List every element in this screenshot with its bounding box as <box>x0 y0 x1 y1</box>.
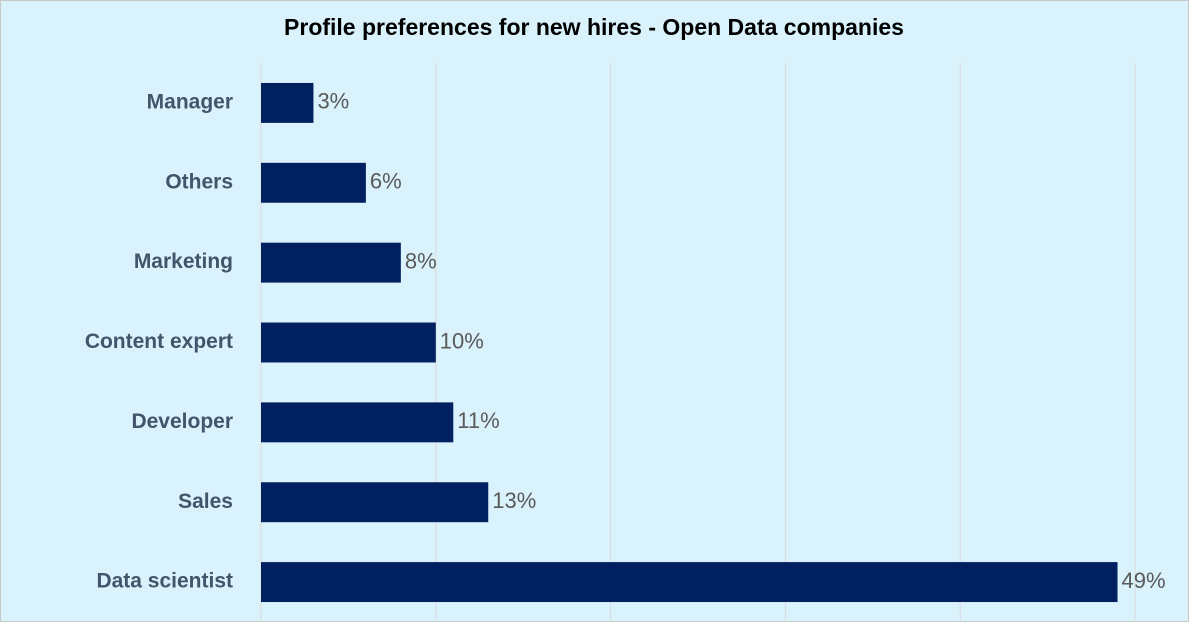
data-label: 49% <box>1122 568 1166 593</box>
category-label: Data scientist <box>96 570 233 593</box>
bar <box>261 402 454 443</box>
data-label: 11% <box>457 408 499 433</box>
data-label: 13% <box>492 488 536 513</box>
category-label: Content expert <box>85 330 233 353</box>
bar <box>261 242 401 283</box>
bar <box>261 562 1118 603</box>
category-label: Others <box>165 170 233 193</box>
bar <box>261 482 489 523</box>
data-label: 3% <box>317 89 349 114</box>
data-label: 8% <box>405 248 437 273</box>
category-label: Developer <box>131 410 233 433</box>
data-label: 10% <box>440 328 484 353</box>
chart-title: Profile preferences for new hires - Open… <box>284 14 904 40</box>
bar <box>261 82 314 123</box>
bar <box>261 162 366 203</box>
data-label: 6% <box>370 169 402 194</box>
bar <box>261 322 436 363</box>
category-label: Manager <box>147 90 233 113</box>
category-label: Sales <box>178 490 233 513</box>
category-label: Marketing <box>134 250 233 273</box>
